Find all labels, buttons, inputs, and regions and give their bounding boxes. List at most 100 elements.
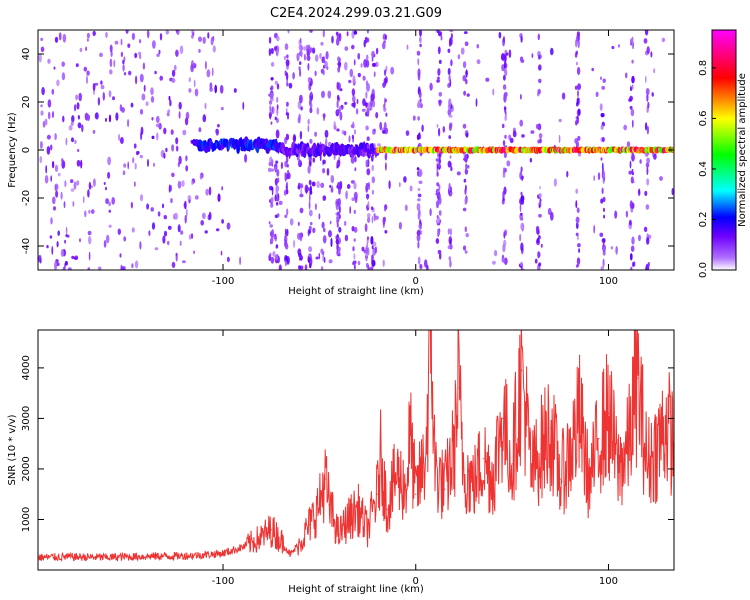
snr-point: [607, 412, 610, 414]
spectrogram-cell: [603, 214, 605, 219]
spectrogram-cell: [600, 266, 604, 270]
spectrogram-cell: [464, 250, 468, 254]
spectrogram-cell: [503, 152, 507, 159]
spectrogram-cell: [464, 226, 467, 233]
spectrogram-cell: [58, 32, 62, 41]
spectrogram-cell: [602, 171, 606, 179]
spectrogram-cell: [65, 261, 68, 266]
snr-point: [463, 468, 465, 470]
spectrogram-cell: [354, 167, 357, 172]
snr-point: [280, 539, 282, 541]
spectrogram-cell: [122, 170, 126, 176]
spectrogram-cell: [553, 178, 558, 187]
spectrogram-cell: [108, 209, 112, 213]
spectrogram-cell: [348, 79, 352, 84]
spectrogram-cell: [537, 139, 540, 144]
spectrogram-cell: [449, 30, 454, 33]
spectrogram-cell: [371, 57, 374, 62]
spectrogram-cell: [167, 109, 171, 113]
spectrogram-cell: [184, 200, 187, 210]
spectrogram-cell: [319, 52, 322, 59]
spectrogram-cell: [56, 262, 60, 267]
spectrogram-cell: [536, 229, 540, 235]
spectrogram-cell: [366, 195, 369, 200]
spectrogram-cell: [105, 198, 109, 205]
spectrogram-cell: [506, 160, 511, 167]
spectrogram-cell: [367, 201, 370, 208]
snr-point: [241, 546, 243, 548]
spectrogram-cell: [615, 245, 618, 255]
spectrogram-panel: -100 0 100 -40 -20 0 20 40 Height of straight l…: [7, 29, 675, 297]
spectrogram-cell: [531, 53, 534, 58]
spectrogram-cell: [268, 221, 271, 225]
spectrogram-cell: [287, 30, 290, 34]
spectrogram-cell: [577, 90, 579, 98]
spectrogram-cell: [595, 91, 599, 98]
spectrogram-cell: [365, 245, 368, 255]
spectrogram-cell: [108, 90, 112, 98]
spectrogram-ylabel: Frequency (Hz): [7, 112, 18, 188]
spectrogram-cell: [299, 232, 303, 242]
spectrogram-cell: [429, 82, 433, 91]
spectrogram-cell: [645, 162, 650, 168]
spectrogram-cell: [61, 72, 66, 81]
spectrogram-cell: [364, 36, 368, 44]
spectrogram-cell: [371, 164, 375, 172]
snr-point: [145, 555, 147, 558]
spectrogram-cell: [629, 105, 633, 110]
spectrogram-cell: [276, 169, 280, 177]
spectrogram-cell: [398, 182, 401, 188]
spectrogram-cell: [305, 187, 308, 195]
spectrogram-cell: [373, 53, 376, 58]
spectrogram-cell: [284, 214, 288, 218]
spectrogram-cell: [46, 146, 51, 155]
spectrogram-cell: [437, 46, 441, 55]
snr-ytick-label: 3000: [21, 406, 32, 431]
spectrogram-cell: [417, 99, 421, 108]
spectrogram-cell: [268, 36, 272, 44]
spectrogram-cell: [300, 106, 303, 111]
spectrogram-cell: [318, 252, 321, 260]
spectrogram-cell: [174, 64, 177, 71]
spectrogram-cell: [659, 176, 663, 181]
spectrogram-cell: [575, 221, 579, 230]
spectrogram-cell: [51, 245, 54, 255]
spectrogram-cell: [316, 107, 320, 115]
spectrogram-cell: [504, 110, 507, 118]
spectrogram-cell: [630, 266, 633, 270]
snr-point: [430, 331, 432, 334]
spectrogram-cell: [365, 102, 369, 107]
spectrogram-cell: [504, 134, 507, 139]
spectrogram-cell: [167, 240, 170, 246]
spectrogram-cell: [309, 263, 312, 269]
spectrogram-cell: [274, 46, 278, 51]
spectrogram-cell: [538, 213, 542, 218]
spectrogram-cell: [163, 127, 167, 135]
spectrogram-axes: -100 0 100 -40 -20 0 20 40: [21, 30, 674, 287]
spectrogram-cell: [366, 236, 370, 240]
snr-point: [386, 508, 388, 510]
spectrogram-cell: [435, 200, 440, 209]
snr-point: [424, 458, 426, 460]
spectrogram-cell: [270, 77, 274, 81]
spectrogram-cell: [344, 61, 348, 71]
spectrogram-cell: [194, 195, 199, 200]
spectrogram-cell: [671, 187, 674, 196]
spectrogram-cell: [519, 119, 523, 127]
spectrogram-cell: [442, 125, 445, 133]
spectrogram-cell: [270, 85, 274, 91]
spectrogram-cell: [169, 184, 171, 192]
spectrogram-cell: [352, 121, 355, 129]
spectrogram-cell: [122, 64, 125, 72]
spectrogram-cell: [333, 121, 336, 129]
spectrogram-cell: [448, 98, 452, 108]
spectrogram-cell: [176, 145, 179, 152]
snr-point: [521, 369, 523, 371]
spectrogram-cell: [601, 137, 605, 142]
spectrogram-cell: [288, 82, 293, 89]
spectrogram-cell: [88, 209, 91, 214]
spectrogram-cell: [593, 224, 596, 234]
spectrogram-cell: [46, 134, 51, 140]
spectrogram-cell: [97, 266, 102, 270]
spectrogram-cell: [629, 219, 632, 226]
